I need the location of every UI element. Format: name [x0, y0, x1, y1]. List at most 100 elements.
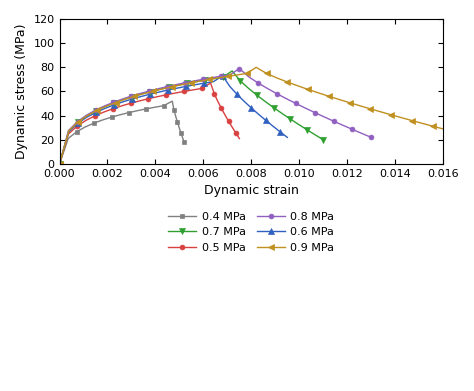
0.9 MPa	[419, 121, 425, 126]
0.5 MPa	[155, 94, 160, 99]
0.8 MPa	[302, 106, 308, 110]
0.4 MPa	[82, 124, 88, 129]
0.9 MPa	[235, 72, 240, 77]
Line: 0.4 MPa: 0.4 MPa	[57, 99, 187, 167]
0.9 MPa	[85, 113, 91, 118]
0.7 MPa	[57, 161, 63, 166]
0.5 MPa	[211, 91, 217, 96]
0.9 MPa	[66, 128, 72, 133]
0.9 MPa	[122, 97, 128, 102]
0.9 MPa	[216, 75, 221, 80]
0.5 MPa	[219, 106, 224, 111]
0.8 MPa	[246, 75, 252, 79]
0.5 MPa	[137, 99, 142, 103]
0.6 MPa	[75, 121, 81, 126]
0.6 MPa	[84, 115, 90, 120]
Line: 0.6 MPa: 0.6 MPa	[57, 73, 290, 167]
0.9 MPa	[357, 104, 363, 108]
0.9 MPa	[169, 84, 175, 89]
0.7 MPa	[211, 76, 217, 81]
0.4 MPa	[65, 136, 71, 141]
0.9 MPa	[244, 71, 250, 76]
0.7 MPa	[66, 129, 72, 133]
0.8 MPa	[349, 127, 355, 132]
0.5 MPa	[101, 109, 107, 114]
0.9 MPa	[295, 83, 301, 88]
X-axis label: Dynamic strain: Dynamic strain	[204, 185, 299, 197]
0.8 MPa	[237, 66, 242, 71]
0.7 MPa	[246, 86, 252, 91]
0.6 MPa	[227, 84, 233, 89]
0.8 MPa	[293, 101, 299, 106]
0.9 MPa	[430, 124, 436, 129]
0.9 MPa	[197, 79, 203, 83]
0.4 MPa	[109, 115, 114, 120]
0.8 MPa	[119, 97, 125, 101]
0.8 MPa	[173, 82, 179, 87]
0.4 MPa	[178, 130, 183, 135]
0.9 MPa	[316, 91, 321, 95]
0.8 MPa	[84, 113, 90, 118]
0.8 MPa	[164, 84, 170, 89]
0.4 MPa	[174, 120, 180, 124]
0.4 MPa	[180, 135, 185, 140]
0.9 MPa	[188, 81, 193, 85]
0.6 MPa	[210, 79, 216, 84]
0.7 MPa	[193, 79, 199, 84]
0.7 MPa	[254, 93, 260, 98]
0.4 MPa	[176, 125, 182, 130]
0.9 MPa	[75, 119, 81, 124]
0.7 MPa	[166, 85, 172, 90]
0.5 MPa	[57, 161, 63, 166]
0.9 MPa	[225, 74, 231, 79]
0.9 MPa	[264, 71, 269, 76]
0.6 MPa	[277, 129, 283, 134]
0.6 MPa	[120, 99, 126, 104]
0.9 MPa	[347, 100, 353, 105]
0.5 MPa	[222, 113, 228, 117]
0.5 MPa	[65, 132, 71, 136]
0.6 MPa	[174, 86, 180, 90]
0.8 MPa	[274, 91, 280, 96]
0.9 MPa	[132, 94, 137, 99]
0.4 MPa	[169, 99, 175, 104]
0.7 MPa	[271, 105, 276, 110]
0.7 MPa	[175, 83, 181, 88]
0.6 MPa	[93, 110, 99, 115]
0.9 MPa	[399, 115, 404, 120]
0.7 MPa	[229, 68, 235, 73]
0.6 MPa	[241, 99, 247, 104]
0.8 MPa	[155, 86, 161, 91]
0.6 MPa	[284, 135, 290, 140]
0.9 MPa	[378, 109, 383, 114]
0.9 MPa	[178, 83, 184, 87]
0.4 MPa	[74, 129, 80, 134]
0.7 MPa	[320, 138, 326, 142]
0.5 MPa	[199, 86, 205, 91]
0.8 MPa	[265, 86, 271, 91]
Line: 0.9 MPa: 0.9 MPa	[57, 65, 446, 167]
0.5 MPa	[92, 113, 98, 118]
0.8 MPa	[191, 79, 197, 83]
Line: 0.5 MPa: 0.5 MPa	[57, 81, 242, 167]
0.6 MPa	[102, 106, 108, 111]
0.7 MPa	[304, 127, 310, 132]
0.8 MPa	[201, 77, 206, 82]
0.9 MPa	[388, 113, 394, 117]
0.7 MPa	[202, 78, 208, 83]
0.6 MPa	[201, 81, 207, 86]
0.5 MPa	[237, 136, 242, 141]
0.6 MPa	[66, 130, 72, 135]
0.5 MPa	[226, 119, 231, 124]
0.4 MPa	[161, 103, 166, 108]
0.7 MPa	[279, 111, 285, 116]
0.7 MPa	[102, 104, 108, 109]
0.5 MPa	[164, 93, 169, 97]
0.8 MPa	[331, 119, 337, 124]
0.7 MPa	[138, 92, 144, 97]
0.9 MPa	[207, 77, 212, 82]
0.7 MPa	[296, 122, 301, 127]
0.4 MPa	[171, 108, 177, 112]
0.9 MPa	[284, 80, 290, 84]
0.6 MPa	[270, 124, 276, 129]
